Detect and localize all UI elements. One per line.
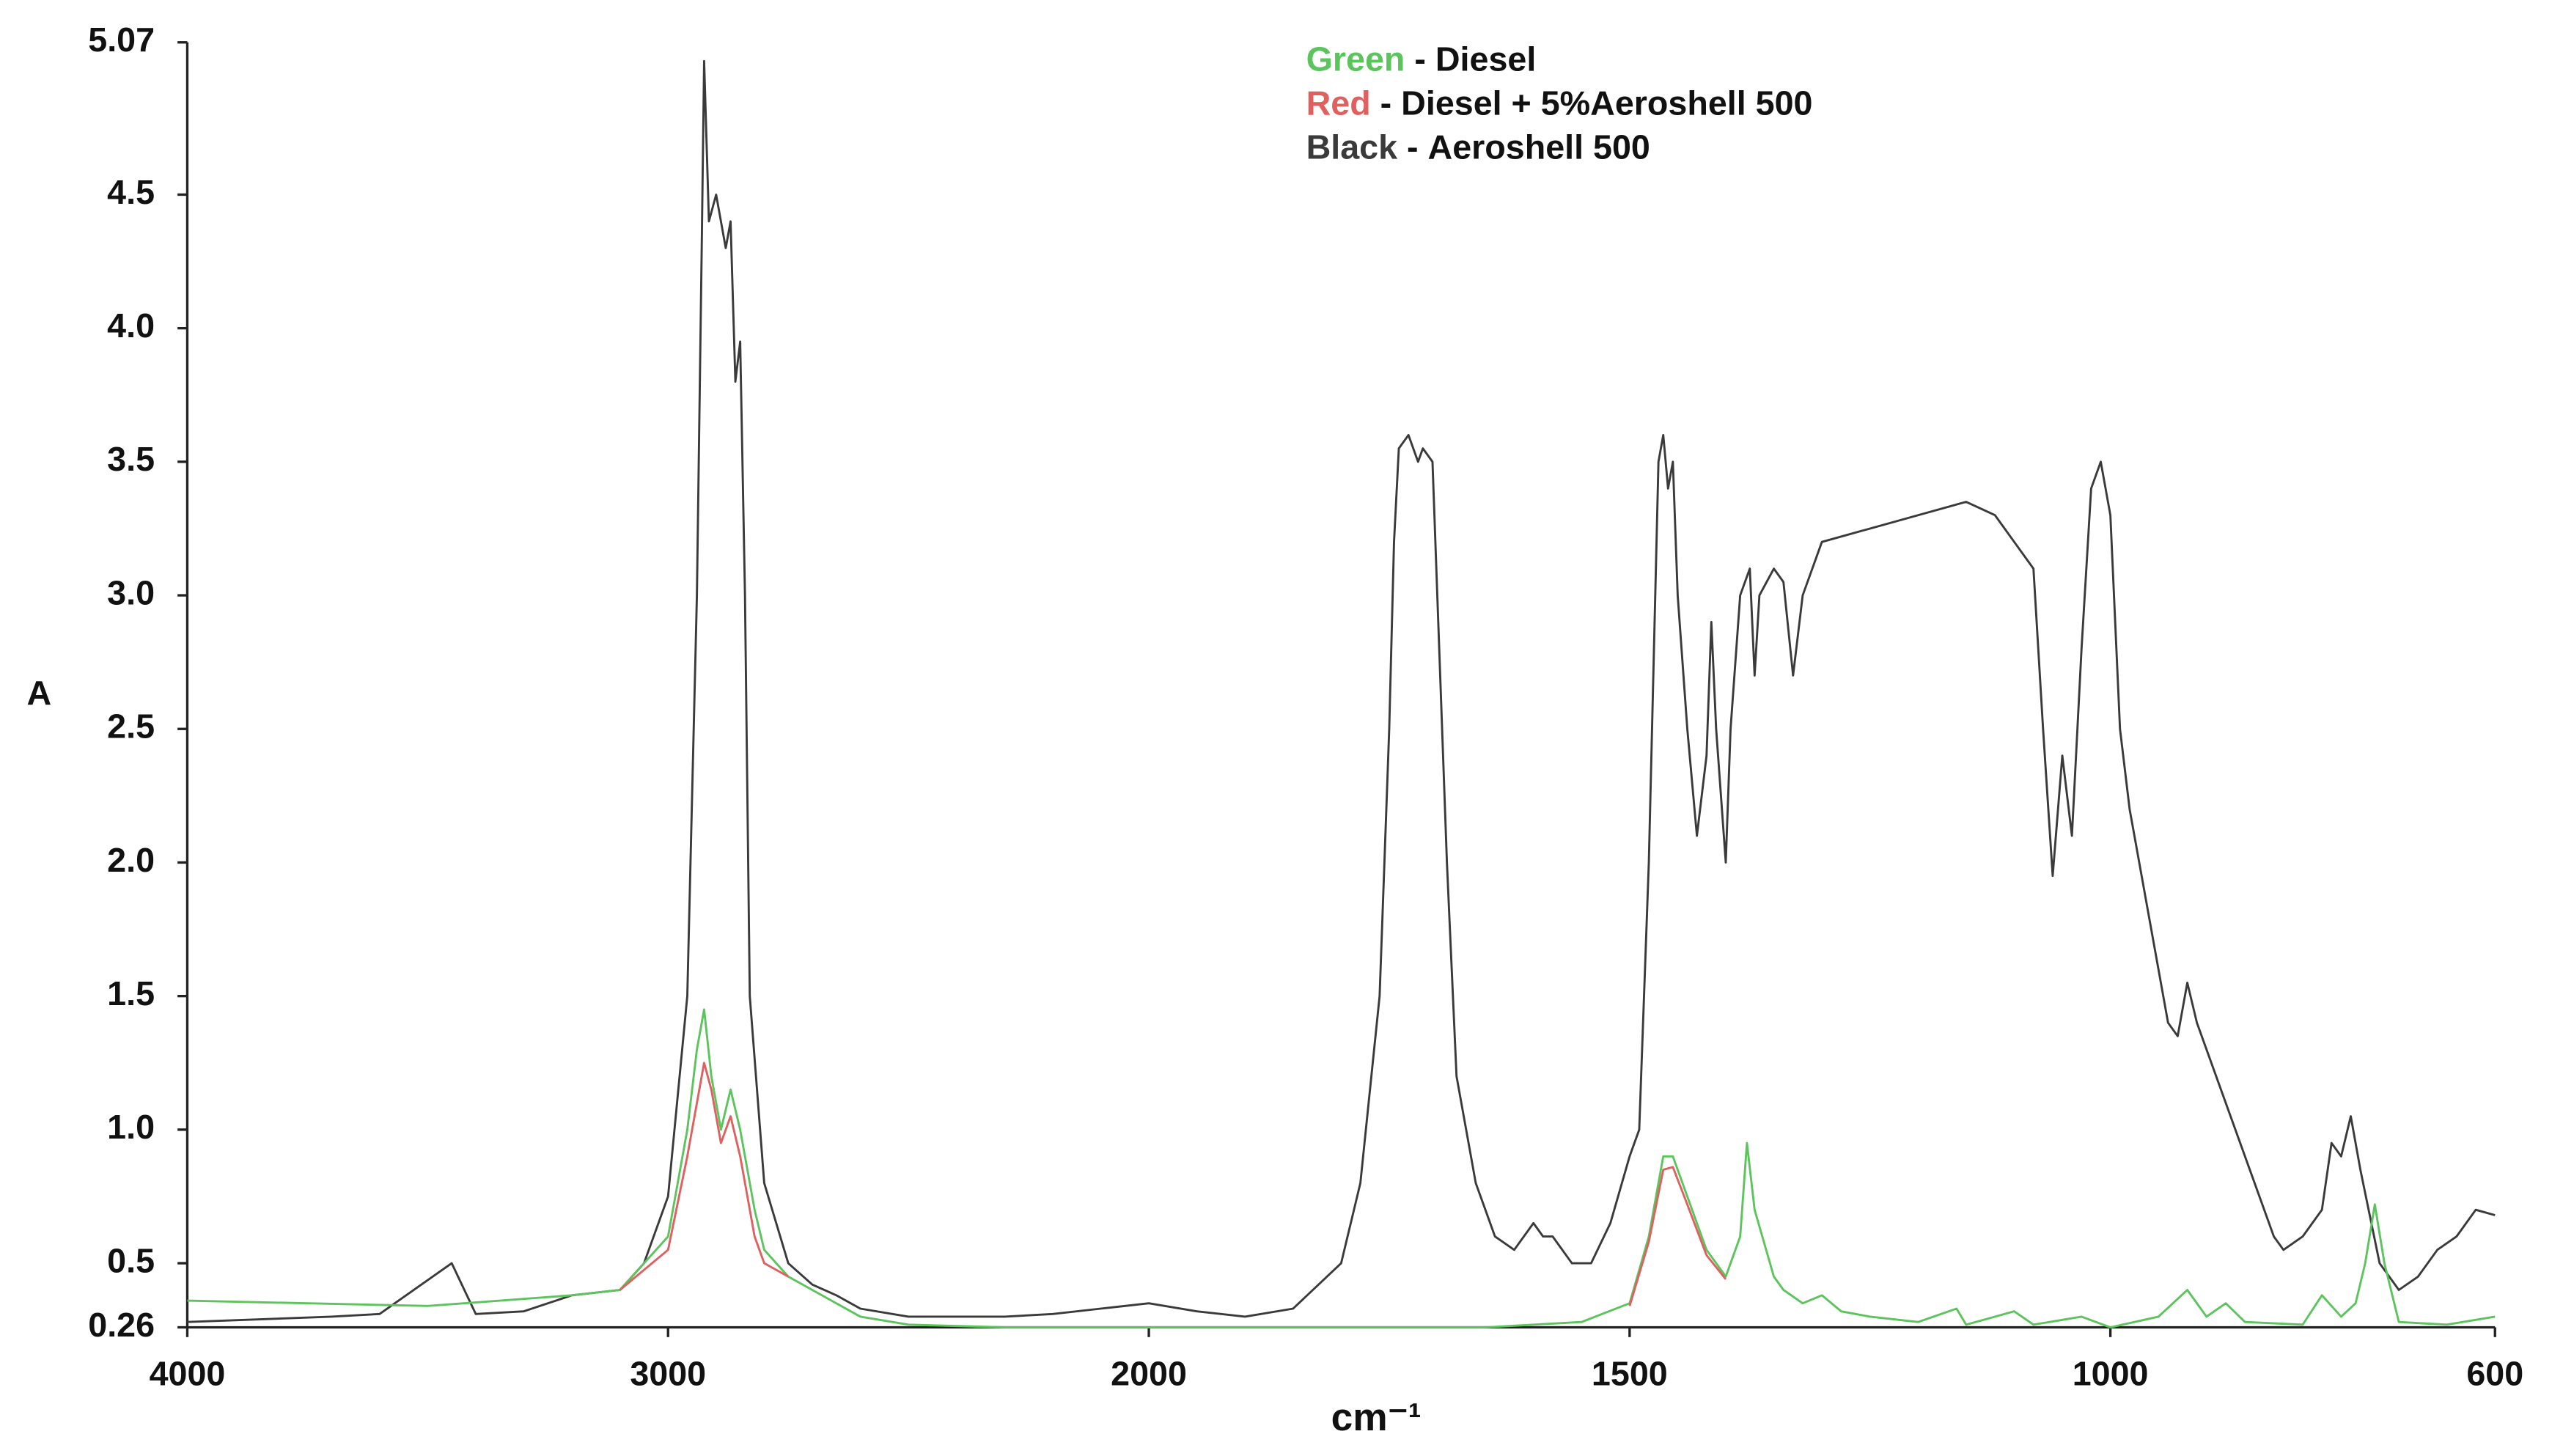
legend-label: Diesel + 5%Aeroshell 500 — [1401, 84, 1812, 122]
legend-entry: Green - Diesel — [1306, 40, 1537, 78]
legend-separator: - — [1371, 84, 1401, 122]
y-tick-label: 3.5 — [107, 440, 155, 478]
y-tick-label: 1.5 — [107, 974, 155, 1012]
legend-separator: - — [1397, 128, 1427, 166]
legend-entry: Red - Diesel + 5%Aeroshell 500 — [1306, 84, 1813, 122]
x-tick-label: 1000 — [2073, 1354, 2149, 1392]
y-tick-label: 5.07 — [88, 21, 155, 59]
y-tick-label: 0.5 — [107, 1241, 155, 1279]
x-axis-label: cm⁻¹ — [1331, 1396, 1422, 1439]
legend-color-word: Red — [1306, 84, 1371, 122]
y-tick-label: 2.5 — [107, 707, 155, 746]
x-tick-label: 4000 — [150, 1354, 226, 1392]
x-tick-label: 1500 — [1592, 1354, 1668, 1392]
y-tick-label: 3.0 — [107, 573, 155, 611]
legend-label: Aeroshell 500 — [1428, 128, 1650, 166]
series-line — [619, 1062, 1727, 1306]
y-axis-label: A — [26, 674, 51, 712]
legend-label: Diesel — [1435, 40, 1536, 78]
y-tick-label: 0.26 — [88, 1306, 155, 1344]
y-tick-label: 1.0 — [107, 1108, 155, 1146]
x-tick-label: 600 — [2466, 1354, 2523, 1392]
legend-entry: Black - Aeroshell 500 — [1306, 128, 1650, 166]
legend-separator: - — [1405, 40, 1435, 78]
x-tick-label: 2000 — [1111, 1354, 1187, 1392]
legend-color-word: Green — [1306, 40, 1405, 78]
y-tick-label: 2.0 — [107, 841, 155, 879]
series-line — [187, 59, 2496, 1323]
y-tick-label: 4.0 — [107, 306, 155, 345]
legend: Green - Diesel Red - Diesel + 5%Aeroshell… — [1306, 40, 1813, 166]
y-tick-label: 4.5 — [107, 173, 155, 211]
legend-color-word: Black — [1306, 128, 1398, 166]
x-tick-label: 3000 — [630, 1354, 706, 1392]
series-line — [187, 1008, 2496, 1328]
